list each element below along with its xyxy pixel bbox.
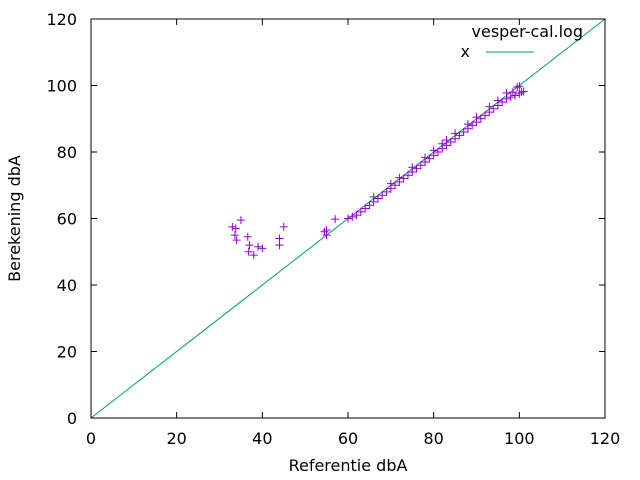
data-point [416, 161, 425, 170]
y-tick-label: 0 [67, 409, 77, 428]
data-point [515, 82, 524, 91]
data-point [369, 192, 378, 201]
data-point [395, 173, 404, 182]
data-point [232, 236, 241, 245]
legend: vesper-cal.log x [461, 22, 583, 61]
legend-label-x: x [461, 42, 470, 61]
x-tick-label: 120 [590, 429, 621, 448]
data-point [459, 128, 468, 137]
y-axis-label: Berekening dbA [5, 155, 24, 282]
data-point [254, 242, 263, 251]
data-point [476, 114, 485, 123]
data-point [498, 98, 507, 107]
x-tick-label: 40 [252, 429, 272, 448]
y-tick-label: 120 [46, 10, 77, 29]
data-point [230, 231, 239, 240]
data-point [425, 154, 434, 163]
data-point [344, 214, 352, 223]
data-point [382, 187, 391, 196]
legend-label-vesper-cal-log: vesper-cal.log [472, 22, 584, 41]
data-point [245, 241, 254, 250]
data-point [463, 120, 472, 129]
x-tick-label: 60 [338, 429, 358, 448]
x-tick-label: 20 [166, 429, 186, 448]
data-point [275, 241, 284, 250]
x-tick-label: 80 [423, 429, 443, 448]
data-point [243, 232, 252, 241]
data-point [489, 104, 498, 113]
data-point [481, 111, 490, 120]
data-point [356, 207, 365, 216]
data-point [391, 181, 400, 190]
data-point [508, 88, 517, 97]
data-point [258, 244, 267, 253]
data-point [451, 129, 460, 138]
data-point [412, 164, 421, 173]
data-point [408, 163, 417, 172]
data-point [455, 131, 464, 140]
data-point [506, 93, 515, 102]
data-point [519, 87, 528, 96]
data-point [446, 138, 455, 147]
data-point [279, 222, 288, 231]
data-point [378, 191, 387, 200]
data-point [513, 83, 522, 92]
y-tick-label: 40 [57, 276, 77, 295]
data-point [442, 136, 451, 145]
data-point [515, 89, 524, 98]
data-point [433, 148, 442, 156]
data-point [493, 96, 502, 105]
x-axis-label: Referentie dbA [289, 456, 408, 475]
data-point [399, 174, 408, 183]
data-point [438, 139, 447, 148]
data-point [228, 222, 237, 231]
plot-area [90, 18, 606, 419]
data-point [403, 171, 412, 180]
data-point [249, 251, 258, 260]
data-point [365, 201, 374, 210]
data-point [331, 215, 340, 224]
data-point [320, 227, 329, 236]
data-point [361, 204, 370, 213]
y-tick-label: 100 [46, 77, 77, 96]
axes: 0 20 40 60 80 100 120 0 20 40 60 80 100 120 [46, 10, 620, 448]
data-point [348, 212, 357, 221]
data-point [517, 88, 526, 97]
data-point [472, 113, 481, 122]
x-tick-label: 0 [86, 429, 96, 448]
data-point [386, 179, 395, 188]
data-point [421, 153, 430, 162]
y-tick-label: 20 [57, 343, 77, 362]
data-point [352, 211, 361, 220]
y-tick-label: 60 [57, 210, 77, 229]
data-point [502, 88, 511, 97]
data-point [373, 194, 382, 203]
data-point [322, 231, 331, 240]
data-point [244, 247, 253, 256]
y-tick-label: 80 [57, 143, 77, 162]
data-point [429, 146, 438, 155]
data-point [468, 121, 477, 130]
x-tick-label: 100 [504, 429, 535, 448]
data-point [236, 216, 245, 225]
data-point [485, 102, 494, 111]
data-point [231, 224, 240, 233]
data-point [511, 91, 520, 100]
